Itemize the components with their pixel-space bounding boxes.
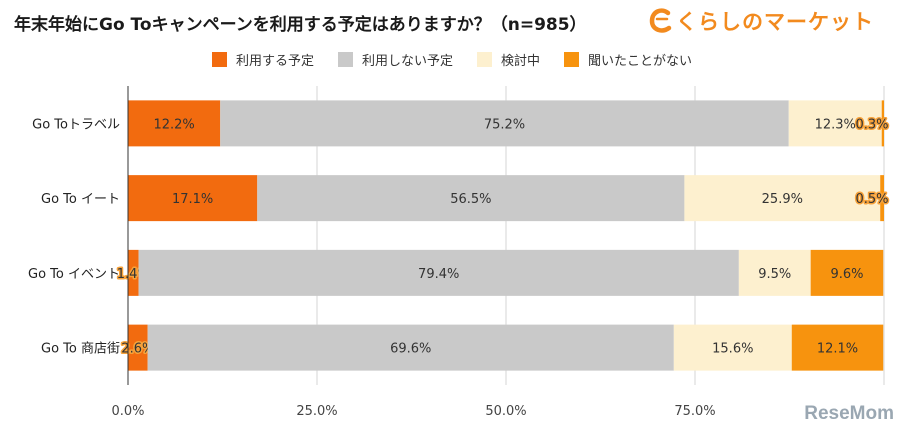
- legend-item: 利用する予定: [211, 50, 314, 69]
- legend-item: 検討中: [477, 50, 540, 69]
- x-tick-label: 0.0%: [111, 404, 144, 419]
- bar-segment: [791, 324, 884, 371]
- data-label: 75.2%: [484, 117, 525, 132]
- category-label: Go To 商店街: [41, 342, 120, 357]
- chart-title: 年末年始にGo Toキャンペーンを利用する予定はありますか？（n=985）: [14, 15, 587, 35]
- bar-segment: [138, 249, 739, 296]
- brand-text: くらしのマーケット: [676, 10, 874, 34]
- bar-segment: [881, 100, 884, 147]
- bar-segment: [788, 100, 882, 147]
- bar-segment: [738, 249, 811, 296]
- watermark: ReseMom: [804, 403, 894, 424]
- data-label: 9.6%: [830, 267, 863, 282]
- legend-label: 検討中: [501, 54, 541, 69]
- bar-segment: [128, 249, 139, 296]
- data-label: 0.3%: [855, 117, 888, 132]
- legend-label: 利用しない予定: [361, 54, 453, 69]
- legend-item: 利用しない予定: [337, 50, 453, 69]
- bar-segment: [128, 175, 258, 222]
- bar-segment: [147, 324, 674, 371]
- data-label: 79.4%: [418, 267, 459, 282]
- data-label: 69.6%: [390, 342, 431, 357]
- data-label: 12.3%: [815, 117, 856, 132]
- category-label: Go To イベント: [28, 267, 120, 282]
- x-tick-label: 75.0%: [674, 404, 715, 419]
- legend-swatch: [564, 52, 580, 67]
- category-label: Go Toトラベル: [32, 117, 120, 132]
- legend-swatch: [477, 52, 492, 67]
- brand-logo: くらしのマーケット: [648, 4, 874, 38]
- bar-segment: [810, 249, 884, 296]
- legend-item: 聞いたことがない: [564, 50, 692, 69]
- data-label: 12.2%: [153, 117, 194, 132]
- x-tick-label: 50.0%: [485, 404, 526, 419]
- category-label: Go To イート: [41, 192, 120, 207]
- data-label: 2.6%: [121, 342, 154, 357]
- x-tick-label: 25.0%: [296, 404, 337, 419]
- data-label: 0.5%: [855, 192, 888, 207]
- bar-segment: [220, 100, 789, 147]
- legend-swatch: [211, 52, 227, 67]
- data-label: 25.9%: [762, 192, 803, 207]
- data-label: 15.6%: [712, 342, 753, 357]
- bar-segment: [128, 100, 221, 147]
- legend-label: 利用する予定: [235, 54, 314, 69]
- bar-segment: [673, 324, 792, 371]
- bar-segment: [880, 175, 884, 222]
- data-label: 9.5%: [758, 267, 791, 282]
- legend-label: 聞いたことがない: [588, 54, 693, 69]
- data-label: 12.1%: [817, 342, 858, 357]
- legend-swatch: [337, 52, 353, 67]
- chart-legend: 利用する予定 利用しない予定 検討中 聞いたことがない: [0, 50, 904, 69]
- bar-segment: [128, 324, 148, 371]
- data-label: 56.5%: [450, 192, 491, 207]
- bar-segment: [257, 175, 685, 222]
- brand-c-icon: [649, 8, 672, 33]
- data-label: 17.1%: [172, 192, 213, 207]
- bar-segment: [684, 175, 881, 222]
